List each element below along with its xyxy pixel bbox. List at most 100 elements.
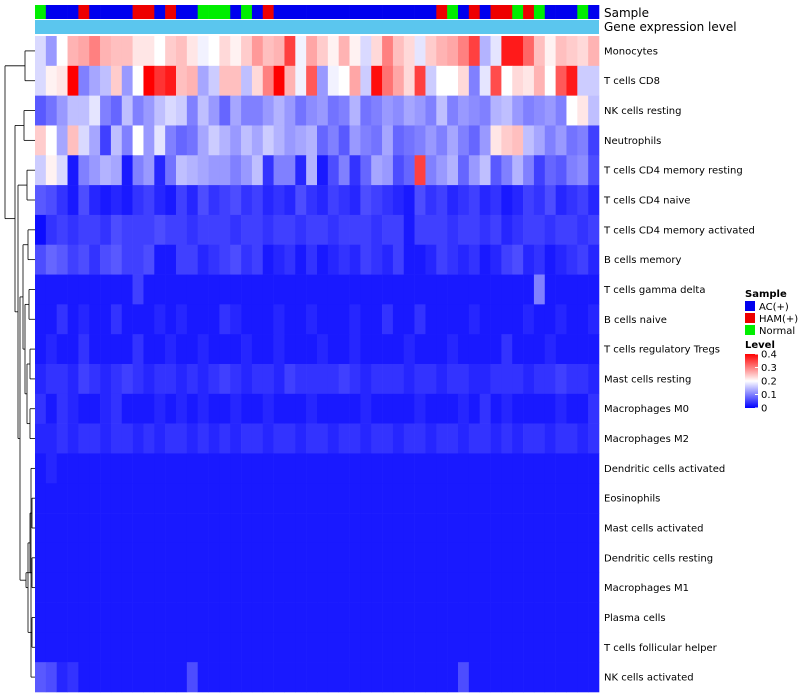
heatmap-cell	[392, 185, 405, 216]
heatmap-cell	[371, 453, 383, 484]
heatmap-cell	[35, 185, 47, 216]
heatmap-cell	[273, 155, 285, 186]
heatmap-cell	[392, 453, 405, 484]
heatmap-cell	[533, 662, 546, 693]
heatmap-cell	[577, 95, 589, 126]
heatmap-cell	[165, 453, 177, 484]
heatmap-cell	[338, 483, 350, 514]
heatmap-cell	[176, 214, 188, 246]
heatmap-cell	[100, 662, 112, 693]
heatmap-cell	[523, 572, 535, 603]
heatmap-cell	[186, 155, 198, 186]
heatmap-cell	[186, 453, 198, 484]
heatmap-cell	[425, 364, 437, 395]
heatmap-cell	[523, 125, 535, 156]
heatmap-cell	[566, 662, 578, 693]
heatmap-cell	[89, 513, 101, 544]
heatmap-cell	[176, 662, 188, 693]
heatmap-cell	[317, 274, 329, 305]
heatmap-cell	[208, 572, 220, 603]
heatmap-cell	[67, 185, 79, 216]
heatmap-cell	[306, 125, 318, 156]
heatmap-cell	[327, 244, 339, 275]
heatmap-cell	[501, 244, 513, 275]
heatmap-cell	[89, 125, 101, 156]
heatmap-cell	[458, 393, 470, 424]
sample-cell	[241, 5, 253, 19]
heatmap-cell	[241, 483, 253, 514]
heatmap-cell	[436, 155, 448, 186]
heatmap-cell	[132, 453, 144, 484]
heatmap-cell	[197, 662, 209, 693]
heatmap-cell	[35, 602, 47, 633]
sample-cell	[392, 5, 405, 19]
heatmap-cell	[360, 214, 372, 246]
heatmap-cell	[306, 364, 318, 395]
heatmap-cell	[577, 572, 589, 603]
heatmap-cell	[35, 95, 47, 126]
heatmap-cell	[382, 423, 394, 454]
heatmap-cell	[67, 483, 79, 514]
heatmap-cell	[89, 95, 101, 126]
heatmap-cell	[544, 513, 556, 544]
heatmap-cell	[349, 95, 361, 126]
heatmap-cell	[208, 244, 220, 275]
heatmap-cell	[100, 423, 112, 454]
heatmap-cell	[317, 662, 329, 693]
heatmap-cell	[501, 185, 513, 216]
heatmap-cell	[241, 274, 253, 305]
heatmap-cell	[458, 572, 470, 603]
heatmap-cell	[306, 453, 318, 484]
heatmap-cell	[219, 632, 231, 663]
heatmap-cell	[230, 304, 242, 335]
heatmap-cell	[219, 334, 231, 365]
heatmap-cell	[78, 453, 90, 484]
heatmap-cell	[458, 244, 470, 275]
heatmap-cell	[403, 483, 415, 514]
heatmap-cell	[577, 304, 589, 335]
heatmap-cell	[458, 423, 470, 454]
heatmap-cell	[78, 423, 90, 454]
heatmap-cell	[577, 125, 589, 156]
heatmap-cell	[327, 513, 339, 544]
heatmap-cell	[306, 185, 318, 216]
heatmap-cell	[349, 632, 361, 663]
heatmap-cell	[56, 36, 68, 67]
heatmap-cell	[544, 662, 556, 693]
heatmap-cell	[523, 274, 535, 305]
heatmap-cell	[306, 542, 318, 574]
heatmap-cell	[447, 423, 459, 454]
heatmap-cell	[338, 662, 350, 693]
heatmap-cell	[338, 364, 350, 395]
heatmap-cell	[284, 602, 296, 633]
heatmap-cell	[186, 513, 198, 544]
heatmap-cell	[360, 36, 372, 67]
heatmap-cell	[533, 572, 546, 603]
heatmap-cell	[490, 393, 502, 424]
heatmap-cell	[544, 632, 556, 663]
heatmap-cell	[555, 632, 567, 663]
heatmap-cell	[241, 364, 253, 395]
heatmap-cell	[306, 393, 318, 424]
heatmap-cell	[458, 95, 470, 126]
heatmap-cell	[110, 602, 123, 633]
heatmap-cell	[56, 662, 68, 693]
heatmap-cell	[295, 423, 307, 454]
heatmap-cell	[371, 602, 383, 633]
heatmap-cell	[317, 453, 329, 484]
heatmap-cell	[262, 125, 274, 156]
heatmap-cell	[165, 155, 177, 186]
heatmap-cell	[56, 483, 68, 514]
heatmap-cell	[555, 125, 567, 156]
heatmap-cell	[284, 244, 296, 275]
heatmap-cell	[262, 155, 274, 186]
heatmap-cell	[143, 423, 155, 454]
heatmap-cell	[447, 125, 459, 156]
heatmap-cell	[176, 483, 188, 514]
heatmap-cell	[56, 632, 68, 663]
heatmap-cell	[447, 304, 459, 335]
heatmap-cell	[143, 304, 155, 335]
heatmap-cell	[295, 602, 307, 633]
heatmap-cell	[577, 334, 589, 365]
heatmap-cell	[544, 214, 556, 246]
